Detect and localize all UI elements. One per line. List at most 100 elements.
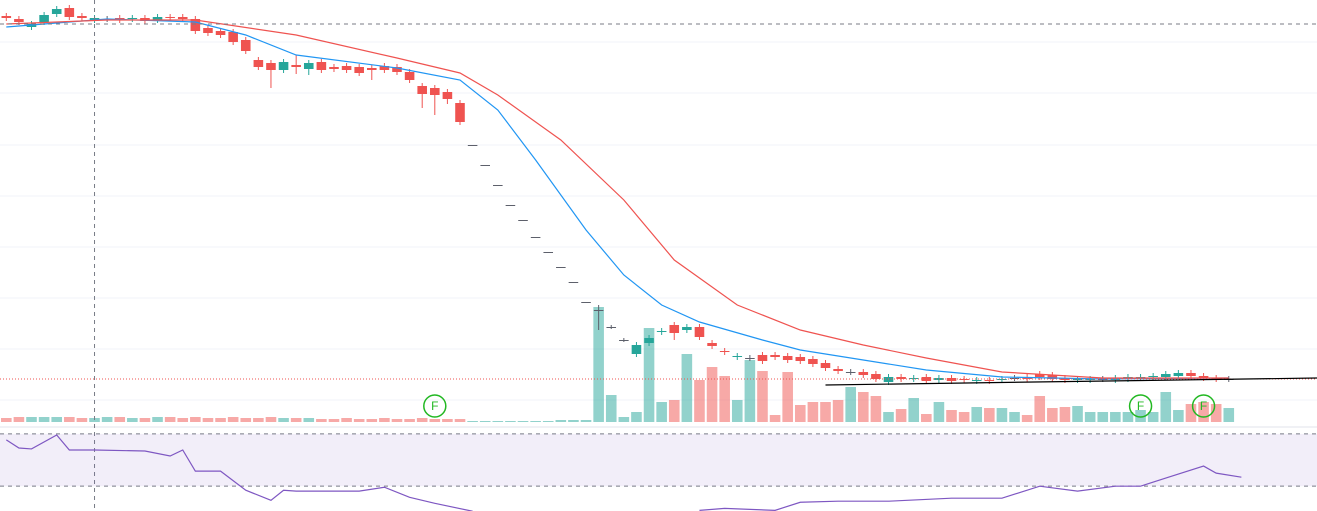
candle-body [1186, 373, 1196, 376]
volume-bar [492, 421, 504, 422]
candle-body [127, 18, 138, 19]
volume-bar [51, 417, 63, 422]
candle-body [808, 359, 818, 364]
candle-body [656, 331, 667, 332]
candle-body [581, 302, 591, 303]
candle-body [556, 267, 566, 268]
volume-bar [265, 417, 277, 422]
volume-bar [1009, 412, 1020, 422]
volume-bar [530, 421, 541, 422]
volume-bar [568, 420, 579, 422]
candle-body [51, 9, 62, 14]
volume-bar [479, 421, 491, 422]
volume-bar [1072, 406, 1083, 422]
volume-bar [1021, 415, 1033, 422]
candle-body [732, 356, 743, 357]
volume-bar [139, 418, 151, 422]
volume-bar [64, 417, 75, 422]
candle-body [1, 16, 12, 18]
candle-body [921, 377, 932, 381]
candle-body [631, 345, 642, 354]
candle-body [430, 88, 440, 95]
volume-bar [177, 418, 189, 422]
candle-body [165, 17, 175, 18]
candle-body [1085, 379, 1095, 380]
volume-bar [782, 372, 793, 422]
volume-bar [1173, 410, 1184, 422]
candle-body [64, 8, 75, 17]
volume-bar [593, 307, 604, 422]
volume-bar [190, 417, 201, 422]
volume-bar [101, 417, 113, 422]
volume-bar [908, 398, 920, 422]
rsi-line [5, 434, 473, 511]
volume-bar [832, 400, 844, 422]
candle-body [266, 63, 276, 70]
moving-average [6, 19, 1229, 379]
candle-body [455, 103, 465, 122]
volume-bar [391, 419, 403, 422]
rsi-band [0, 433, 1317, 487]
candle-body [316, 62, 327, 70]
volume-bar [719, 376, 730, 422]
candle-body [190, 19, 201, 31]
candle-body [694, 327, 705, 337]
marker-label: F [431, 399, 438, 413]
candle-body [820, 363, 831, 368]
volume-bar [668, 400, 680, 422]
candle-body [997, 379, 1007, 380]
candle-body [1148, 376, 1158, 377]
volume-bar [820, 402, 831, 422]
candle-body [379, 66, 390, 70]
candle-body [908, 378, 919, 379]
candle-body [404, 72, 415, 80]
volume-bar [1147, 412, 1159, 422]
moving-average [6, 18, 1229, 380]
candle-body [971, 380, 982, 381]
volume-bar [681, 354, 693, 422]
volume-bar [303, 418, 315, 422]
candle-body [1198, 376, 1209, 378]
volume-bar [656, 402, 667, 422]
volume-bar [769, 415, 781, 422]
trend-line [825, 377, 1317, 386]
volume-bar [379, 418, 390, 422]
candle-body [845, 372, 856, 373]
candle-body [858, 372, 869, 375]
candle-body [39, 15, 49, 22]
candle-body [530, 237, 541, 238]
candle-body [1160, 374, 1171, 377]
volume-bar [1223, 408, 1235, 422]
candle-body [782, 356, 793, 360]
volume-bar [227, 417, 239, 422]
candle-body [757, 355, 768, 361]
volume-bar [1, 418, 12, 422]
volume-bar [353, 419, 365, 422]
volume-bar [921, 414, 932, 422]
volume-bar [404, 419, 415, 422]
volume-bar [1110, 412, 1121, 422]
volume-bar [429, 419, 441, 422]
candle-body [228, 32, 238, 42]
volume-bar [706, 367, 718, 422]
candle-body [1047, 375, 1058, 379]
candle-body [833, 369, 843, 371]
volume-bar [1135, 410, 1146, 422]
volume-bar [971, 407, 983, 422]
volume-bar [13, 417, 25, 422]
candle-body [341, 66, 352, 70]
rsi-line [699, 465, 1242, 511]
candle-body [467, 145, 478, 146]
candle-body [278, 62, 289, 70]
volume-bar [76, 418, 88, 422]
volume-bar [1047, 408, 1058, 422]
candle-body [480, 165, 490, 166]
volume-bar [1160, 392, 1172, 422]
candle-body [203, 28, 213, 33]
candle-body [619, 340, 629, 341]
marker-circle [423, 394, 447, 418]
rsi-pane [0, 433, 1317, 511]
volume-bar [316, 419, 327, 422]
candle-body [719, 351, 730, 352]
